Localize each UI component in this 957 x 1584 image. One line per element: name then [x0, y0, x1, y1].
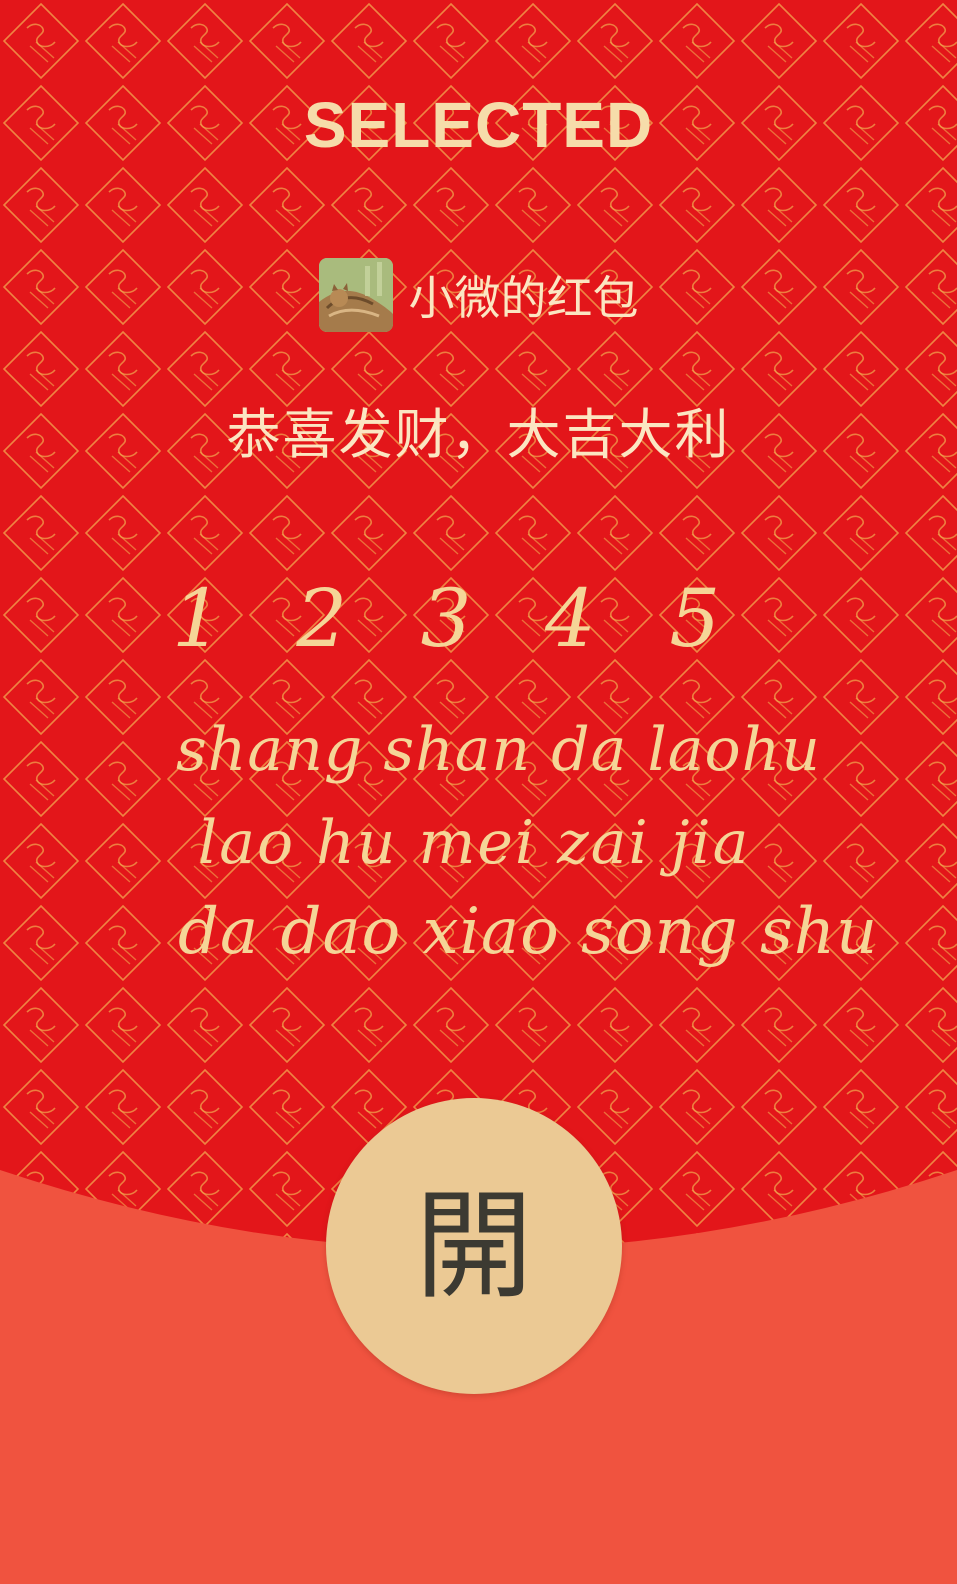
sender-avatar: [318, 258, 393, 332]
sender-row: 小微的红包: [0, 258, 957, 332]
cat-photo-avatar-icon: [318, 258, 393, 332]
greeting-message: 恭喜发财，大吉大利: [226, 403, 731, 466]
open-button-label: 開: [414, 1177, 533, 1315]
open-envelope-button[interactable]: 開: [326, 1098, 622, 1394]
sender-name: 小微的红包: [408, 271, 639, 325]
brand-title: SELECTED: [303, 89, 654, 161]
